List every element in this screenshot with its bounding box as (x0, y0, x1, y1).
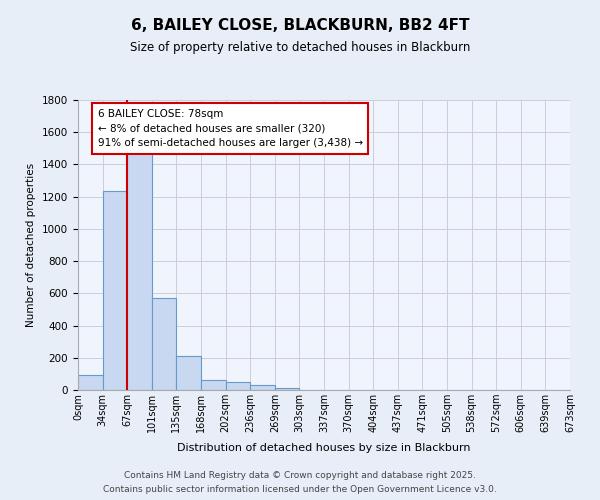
Bar (275, 388, 299, 390)
Bar (152, 298, 176, 390)
Text: Size of property relative to detached houses in Blackburn: Size of property relative to detached ho… (130, 41, 470, 54)
Bar (127, 146, 152, 390)
Text: 6 BAILEY CLOSE: 78sqm
← 8% of detached houses are smaller (320)
91% of semi-deta: 6 BAILEY CLOSE: 78sqm ← 8% of detached h… (98, 108, 363, 148)
Text: 6, BAILEY CLOSE, BLACKBURN, BB2 4FT: 6, BAILEY CLOSE, BLACKBURN, BB2 4FT (131, 18, 469, 32)
Bar (226, 382, 250, 390)
Bar (201, 380, 226, 390)
Bar (103, 191, 127, 390)
Bar (250, 386, 275, 390)
Text: Contains public sector information licensed under the Open Government Licence v3: Contains public sector information licen… (103, 485, 497, 494)
Y-axis label: Number of detached properties: Number of detached properties (26, 163, 37, 327)
X-axis label: Distribution of detached houses by size in Blackburn: Distribution of detached houses by size … (177, 444, 471, 454)
Bar (176, 356, 201, 390)
Text: Contains HM Land Registry data © Crown copyright and database right 2025.: Contains HM Land Registry data © Crown c… (124, 471, 476, 480)
Bar (78, 374, 103, 390)
